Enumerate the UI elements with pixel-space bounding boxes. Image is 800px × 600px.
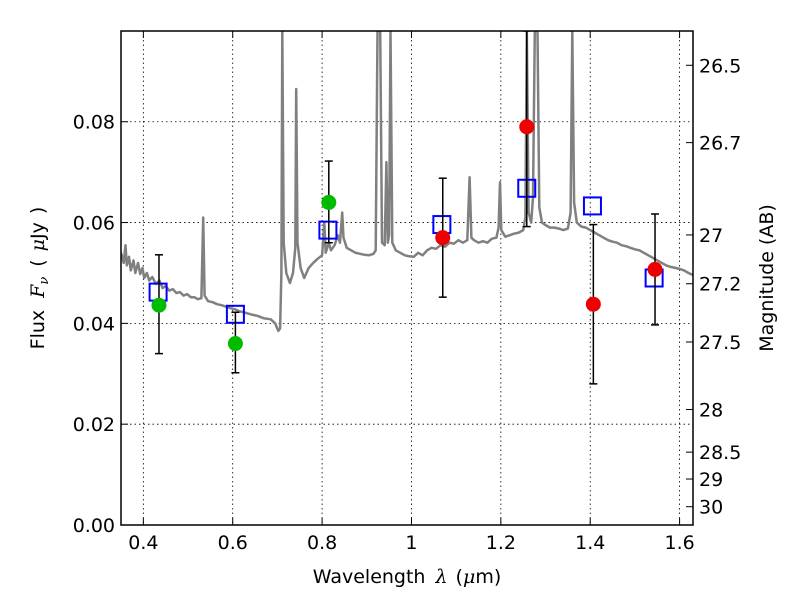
observed-data-point	[585, 296, 601, 312]
y-tick-label: 0.00	[73, 515, 115, 537]
observed-data-point	[647, 261, 663, 277]
y-tick-label: 0.06	[73, 213, 115, 235]
x-axis-label: Wavelength λ (μm)	[313, 566, 501, 588]
y-axis-label: FluxFν(μJy)	[27, 207, 52, 350]
x-tick-label: 1.2	[486, 532, 516, 554]
x-tick-label: 1.6	[664, 532, 694, 554]
sed-model-line	[121, 31, 693, 333]
mag-tick-label: 30	[699, 497, 723, 519]
axis-ticks: 0.4 0.6 0.8 1 1.2 1.4 1.6 0.00 0.02 0.04 0.06 0.08 2…	[73, 31, 741, 554]
x-tick-label: 0.6	[218, 532, 248, 554]
model-photometry-point	[582, 196, 602, 216]
y-tick-label: 0.02	[73, 414, 115, 436]
observed-data-point	[519, 119, 535, 135]
x-tick-label: 0.8	[307, 532, 337, 554]
mag-tick-label: 27	[699, 225, 723, 247]
mag-tick-label: 28	[699, 400, 723, 422]
plot-frame	[120, 30, 694, 526]
plot-area	[121, 31, 693, 385]
mag-tick-label: 29	[699, 469, 723, 491]
mag-tick-label: 28.5	[699, 442, 741, 464]
observed-data-point	[151, 297, 167, 313]
mag-tick-label: 27.5	[699, 332, 741, 354]
observed-data-point	[435, 230, 451, 246]
mag-tick-label: 26.7	[699, 133, 741, 155]
x-tick-label: 0.4	[128, 532, 158, 554]
y-tick-label: 0.04	[73, 313, 115, 335]
mag-tick-label: 26.5	[699, 55, 741, 77]
grid	[121, 31, 693, 526]
observed-data-point	[227, 336, 243, 352]
y2-axis-label: Magnitude (AB)	[756, 204, 778, 352]
observed-data-point	[321, 194, 337, 210]
y-tick-label: 0.08	[73, 112, 115, 134]
x-tick-label: 1.4	[575, 532, 605, 554]
mag-tick-label: 27.2	[699, 274, 741, 296]
model-photometry-point	[318, 220, 338, 240]
x-tick-label: 1	[405, 532, 417, 554]
